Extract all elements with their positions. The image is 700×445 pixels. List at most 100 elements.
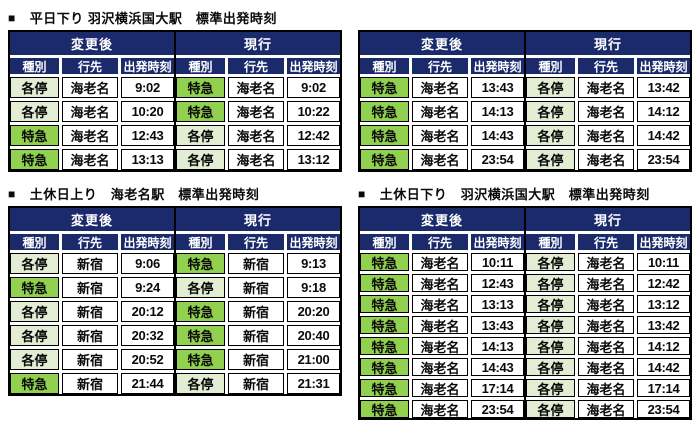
departure-time-cell: 14:43 <box>471 125 524 146</box>
destination-cell: 新宿 <box>228 301 284 322</box>
train-type-cell: 各停 <box>10 253 60 274</box>
col-header-departure-time: 出発時刻 <box>637 234 690 250</box>
table-title-holiday-down: ■ 土休日下り 羽沢横浜国大駅 標準出発時刻 <box>358 186 692 202</box>
train-type-cell: 特急 <box>10 149 60 170</box>
departure-time-cell: 21:44 <box>121 373 174 394</box>
destination-cell: 海老名 <box>578 125 634 146</box>
train-type-cell: 各停 <box>176 277 226 298</box>
col-header-destination: 行先 <box>228 234 284 250</box>
train-type-cell: 特急 <box>176 349 226 370</box>
train-type-cell: 各停 <box>526 77 576 98</box>
train-type-cell: 各停 <box>176 125 226 146</box>
train-type-cell: 特急 <box>360 125 410 146</box>
train-type-cell: 各停 <box>10 77 60 98</box>
train-type-cell: 各停 <box>10 301 60 322</box>
destination-cell: 新宿 <box>228 253 284 274</box>
destination-cell: 海老名 <box>62 125 118 146</box>
group-header-after: 変更後 <box>10 32 174 55</box>
train-type-cell: 各停 <box>526 358 576 376</box>
train-type-cell: 特急 <box>360 337 410 355</box>
col-header-type: 種別 <box>176 234 226 250</box>
col-header-departure-time: 出発時刻 <box>287 58 340 74</box>
table-block-weekday-down-cont: 変更後 種別 行先 出発時刻 特急 海老名 13:43 特急 海老名 14:13… <box>358 30 692 172</box>
departure-time-cell: 12:43 <box>471 274 524 292</box>
destination-cell: 海老名 <box>578 101 634 122</box>
train-type-cell: 各停 <box>526 101 576 122</box>
departure-time-cell: 12:43 <box>121 125 174 146</box>
departure-time-cell: 14:42 <box>637 358 690 376</box>
departure-time-cell: 12:42 <box>637 274 690 292</box>
bullet-square-icon: ■ <box>8 186 16 201</box>
train-type-cell: 特急 <box>360 316 410 334</box>
col-header-type: 種別 <box>526 234 576 250</box>
group-header-current: 現行 <box>176 208 340 231</box>
departure-time-cell: 20:20 <box>287 301 340 322</box>
destination-cell: 海老名 <box>228 125 284 146</box>
bullet-square-icon: ■ <box>358 186 366 201</box>
col-header-destination: 行先 <box>412 58 468 74</box>
departure-time-cell: 10:22 <box>287 101 340 122</box>
departure-time-cell: 9:02 <box>121 77 174 98</box>
departure-time-cell: 9:18 <box>287 277 340 298</box>
train-type-cell: 特急 <box>176 253 226 274</box>
destination-cell: 海老名 <box>412 253 468 271</box>
col-header-destination: 行先 <box>62 234 118 250</box>
col-header-departure-time: 出発時刻 <box>471 234 524 250</box>
table-title-weekday-down: ■ 平日下り 羽沢横浜国大駅 標準出発時刻 <box>8 10 342 26</box>
destination-cell: 新宿 <box>228 277 284 298</box>
col-header-destination: 行先 <box>62 58 118 74</box>
col-header-destination: 行先 <box>578 58 634 74</box>
col-header-type: 種別 <box>360 234 410 250</box>
after-change-columns: 変更後 種別 行先 出発時刻 各停 新宿 9:06 特急 新宿 9:24 各停 … <box>10 208 174 394</box>
destination-cell: 海老名 <box>228 101 284 122</box>
destination-cell: 海老名 <box>62 149 118 170</box>
departure-time-cell: 9:02 <box>287 77 340 98</box>
train-type-cell: 特急 <box>360 379 410 397</box>
destination-cell: 海老名 <box>412 400 468 418</box>
train-type-cell: 各停 <box>10 325 60 346</box>
destination-cell: 海老名 <box>578 149 634 170</box>
col-header-departure-time: 出発時刻 <box>121 58 174 74</box>
destination-cell: 海老名 <box>228 149 284 170</box>
train-type-cell: 各停 <box>526 295 576 313</box>
departure-time-cell: 12:42 <box>287 125 340 146</box>
timetable-holiday-up: 変更後 種別 行先 出発時刻 各停 新宿 9:06 特急 新宿 9:24 各停 … <box>8 206 342 396</box>
train-type-cell: 各停 <box>176 373 226 394</box>
train-type-cell: 特急 <box>360 253 410 271</box>
timetable-holiday-down: 変更後 種別 行先 出発時刻 特急 海老名 10:11 特急 海老名 12:43… <box>358 206 692 420</box>
destination-cell: 海老名 <box>578 400 634 418</box>
departure-time-cell: 13:12 <box>637 295 690 313</box>
table-title-holiday-up: ■ 土休日上り 海老名駅 標準出発時刻 <box>8 186 342 202</box>
after-change-columns: 変更後 種別 行先 出発時刻 特急 海老名 13:43 特急 海老名 14:13… <box>360 32 524 170</box>
departure-time-cell: 17:14 <box>637 379 690 397</box>
destination-cell: 海老名 <box>412 101 468 122</box>
table-title-text: 土休日上り 海老名駅 標準出発時刻 <box>29 187 260 202</box>
departure-time-cell: 14:13 <box>471 337 524 355</box>
table-title-text: 平日下り 羽沢横浜国大駅 標準出発時刻 <box>29 11 277 26</box>
train-type-cell: 特急 <box>176 325 226 346</box>
current-columns: 現行 種別 行先 出発時刻 特急 海老名 9:02 特急 海老名 10:22 各… <box>174 32 340 170</box>
departure-time-cell: 13:13 <box>471 295 524 313</box>
departure-time-cell: 13:43 <box>471 77 524 98</box>
table-title-text: 土休日下り 羽沢横浜国大駅 標準出発時刻 <box>379 187 650 202</box>
destination-cell: 海老名 <box>578 316 634 334</box>
train-type-cell: 各停 <box>526 379 576 397</box>
departure-time-cell: 23:54 <box>471 400 524 418</box>
destination-cell: 新宿 <box>62 277 118 298</box>
destination-cell: 海老名 <box>412 337 468 355</box>
destination-cell: 海老名 <box>578 379 634 397</box>
train-type-cell: 特急 <box>10 277 60 298</box>
departure-time-cell: 9:24 <box>121 277 174 298</box>
destination-cell: 新宿 <box>62 253 118 274</box>
train-type-cell: 特急 <box>360 149 410 170</box>
destination-cell: 海老名 <box>228 77 284 98</box>
destination-cell: 海老名 <box>412 358 468 376</box>
train-type-cell: 特急 <box>10 373 60 394</box>
destination-cell: 新宿 <box>62 349 118 370</box>
train-type-cell: 特急 <box>176 301 226 322</box>
departure-time-cell: 20:32 <box>121 325 174 346</box>
current-columns: 現行 種別 行先 出発時刻 各停 海老名 10:11 各停 海老名 12:42 … <box>524 208 690 418</box>
departure-time-cell: 23:54 <box>637 400 690 418</box>
destination-cell: 新宿 <box>62 373 118 394</box>
col-header-destination: 行先 <box>228 58 284 74</box>
